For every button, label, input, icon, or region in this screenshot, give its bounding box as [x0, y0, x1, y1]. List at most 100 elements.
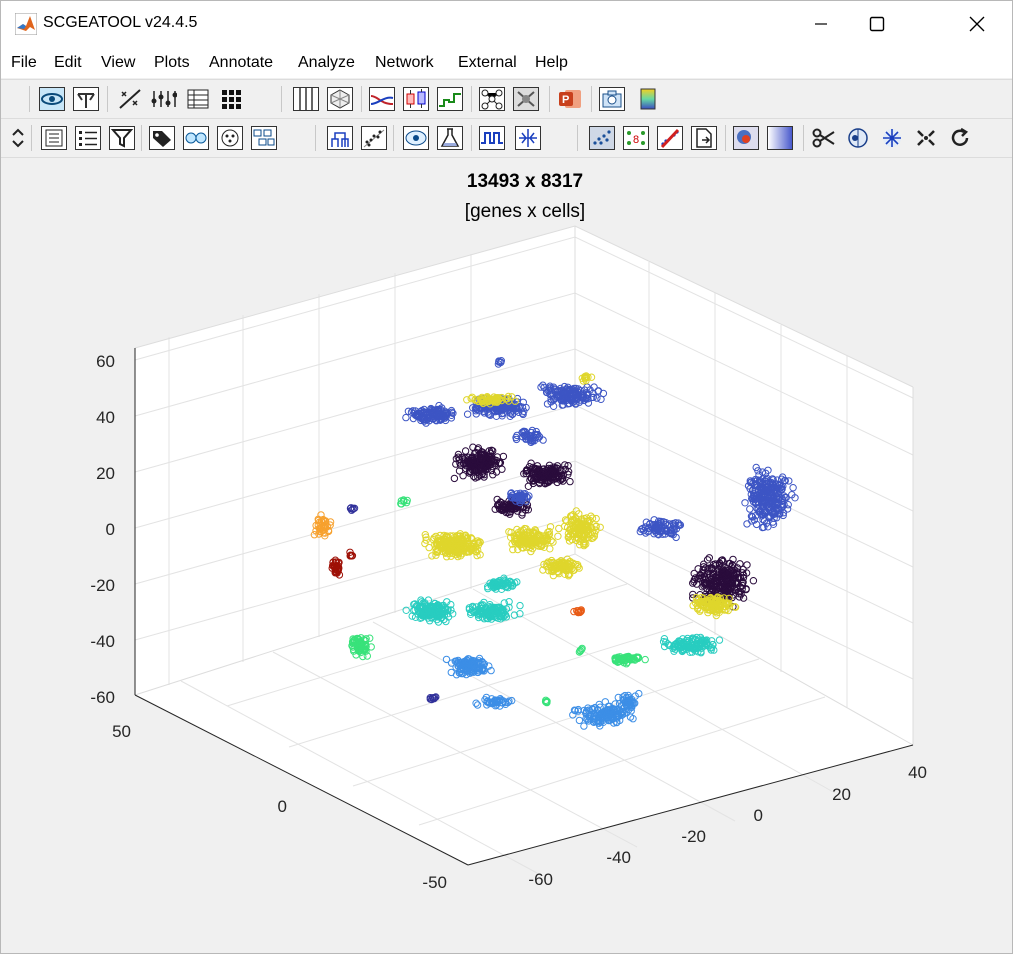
snowflake-icon[interactable]: [879, 126, 905, 150]
gradient-icon[interactable]: [767, 126, 793, 150]
cell-point: [733, 570, 741, 578]
circle-cell-icon[interactable]: [845, 126, 871, 150]
brush-icon[interactable]: [657, 126, 683, 150]
menu-annotate[interactable]: Annotate: [209, 54, 274, 71]
cell-point: [461, 447, 470, 455]
bullets-icon[interactable]: [75, 126, 101, 150]
table-icon[interactable]: [185, 87, 211, 111]
scatter3d-plot[interactable]: 13493 x 8317 [genes x cells]: [1, 157, 1012, 954]
minimize-button[interactable]: [793, 1, 849, 47]
cell-point: [421, 531, 429, 539]
boxplot-icon[interactable]: [403, 87, 429, 111]
cell-point: [768, 508, 776, 516]
cell-point: [785, 477, 793, 485]
dendrogram-icon[interactable]: [327, 126, 353, 150]
filter-icon[interactable]: [109, 126, 135, 150]
pulse-icon[interactable]: [479, 126, 505, 150]
menu-analyze[interactable]: Analyze: [298, 54, 355, 71]
cell-point: [749, 577, 758, 585]
toolbar-separator: [591, 86, 592, 112]
cell-point: [475, 664, 483, 672]
cell-point: [335, 571, 344, 579]
cell-point: [349, 504, 357, 513]
figure-canvas[interactable]: 13493 x 8317 [genes x cells]: [1, 157, 1012, 954]
legend-icon[interactable]: 8: [623, 126, 649, 150]
cell-point: [546, 468, 554, 476]
cell-point: [571, 391, 579, 399]
cell-point: [489, 395, 497, 404]
cell-point: [420, 609, 428, 617]
menu-file[interactable]: File: [11, 54, 37, 71]
cell-point: [430, 534, 438, 542]
cell-point: [432, 693, 440, 701]
columns-icon[interactable]: [293, 87, 319, 111]
split-icon[interactable]: [515, 126, 541, 150]
cell-point: [416, 602, 425, 610]
cell-point: [593, 394, 601, 402]
menu-network[interactable]: Network: [375, 54, 434, 71]
curve-icon[interactable]: [369, 87, 395, 111]
cell-point: [710, 646, 718, 654]
menu-help[interactable]: Help: [535, 54, 568, 71]
cell-point: [445, 542, 454, 550]
list-icon[interactable]: [41, 126, 67, 150]
cell-point: [402, 606, 410, 614]
cell-point: [654, 526, 663, 534]
marker-icon[interactable]: [117, 87, 143, 111]
cell-point: [469, 466, 477, 474]
cell-point: [608, 715, 616, 723]
cell-point: [624, 691, 632, 700]
powerpoint-icon[interactable]: P: [557, 87, 583, 111]
menu-edit[interactable]: Edit: [54, 54, 82, 71]
cell-point: [543, 559, 551, 568]
menu-external[interactable]: External: [458, 54, 517, 71]
cell-point: [569, 711, 577, 719]
collapse-icon[interactable]: [913, 126, 939, 150]
updown-icon[interactable]: [5, 126, 31, 150]
cell-point: [682, 643, 691, 651]
cell-point: [413, 412, 421, 420]
flask-icon[interactable]: [437, 126, 463, 150]
cell-point: [452, 455, 461, 463]
eye-cell-icon[interactable]: [403, 126, 429, 150]
grid-icon[interactable]: [219, 87, 245, 111]
cell-point: [485, 608, 494, 616]
cell-point: [447, 546, 455, 555]
cell-point: [516, 601, 524, 610]
network-icon[interactable]: [479, 87, 505, 111]
tag-icon[interactable]: [149, 126, 175, 150]
cell-point: [637, 525, 646, 533]
violin-icon[interactable]: [151, 87, 177, 111]
x-tick: -20: [681, 827, 706, 846]
doc-icon[interactable]: [691, 126, 717, 150]
scatter3d-icon[interactable]: [589, 126, 615, 150]
camera-icon[interactable]: [599, 87, 625, 111]
close-button[interactable]: [949, 1, 1005, 47]
cell-icon[interactable]: [217, 126, 243, 150]
refresh-icon[interactable]: [947, 126, 973, 150]
colorbar-icon[interactable]: [635, 87, 661, 111]
cell-point: [703, 570, 711, 578]
eye-icon[interactable]: [39, 87, 65, 111]
modules-icon[interactable]: [251, 126, 277, 150]
heatmap2-icon[interactable]: [733, 126, 759, 150]
menu-plots[interactable]: Plots: [154, 54, 190, 71]
cell-point: [778, 475, 786, 483]
cell-point: [427, 406, 436, 415]
hexagon-icon[interactable]: [327, 87, 353, 111]
scatter-icon[interactable]: [361, 126, 387, 150]
menu-view[interactable]: View: [101, 54, 136, 71]
cell-point: [485, 460, 493, 468]
cell-point: [590, 712, 598, 720]
cell-point: [467, 394, 475, 403]
cell-point: [427, 410, 436, 418]
maximize-button[interactable]: [849, 1, 905, 47]
z-tick: -20: [90, 576, 115, 595]
tree-icon[interactable]: [73, 87, 99, 111]
cell-point: [519, 398, 527, 407]
scissors-icon[interactable]: [811, 126, 837, 150]
heatmap-icon[interactable]: [513, 87, 539, 111]
step-icon[interactable]: [437, 87, 463, 111]
faces-icon[interactable]: [183, 126, 209, 150]
cell-point: [738, 579, 746, 587]
